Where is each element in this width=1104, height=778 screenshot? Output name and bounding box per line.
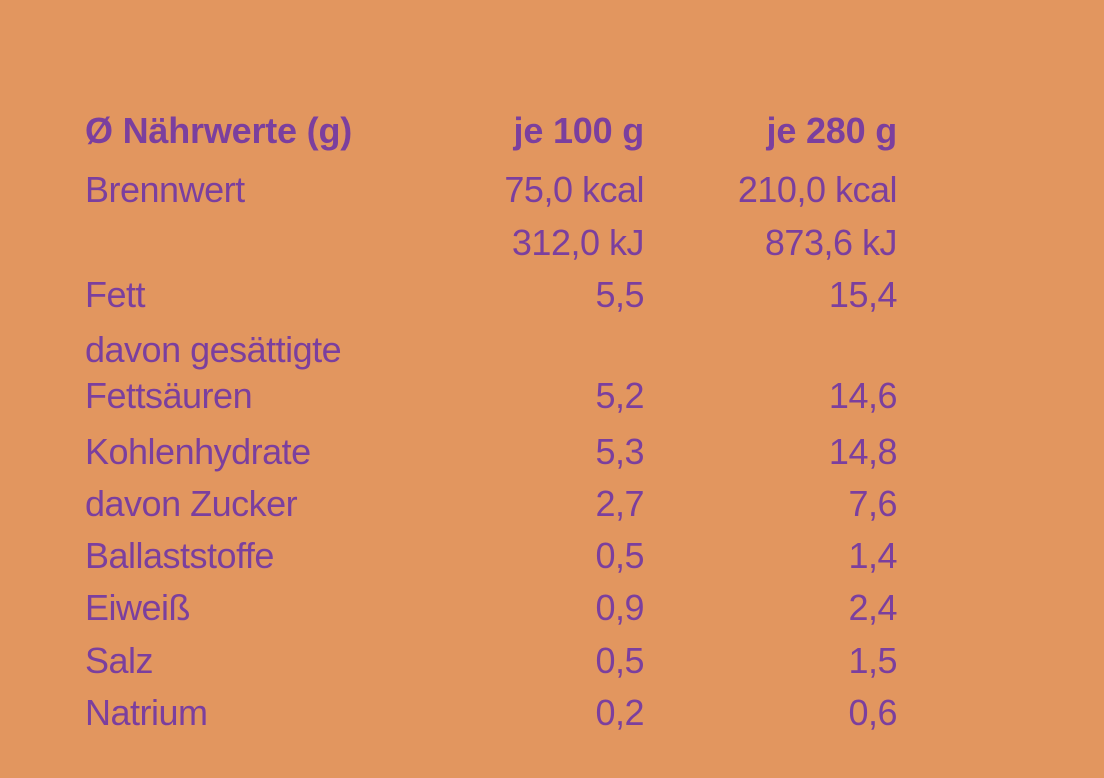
row-value-100g: 5,2 xyxy=(595,375,644,416)
row-label: Brennwert xyxy=(85,169,245,210)
table-row: davon gesättigte xyxy=(85,324,897,376)
table-row: Natrium 0,2 0,6 xyxy=(85,687,897,739)
table-row: Brennwert 75,0 kcal 210,0 kcal xyxy=(85,164,898,216)
row-label: davon Zucker xyxy=(85,483,298,524)
row-value-100g: 0,2 xyxy=(595,692,644,733)
table-row: davon Zucker 2,7 7,6 xyxy=(85,478,897,530)
row-value-100g: 5,3 xyxy=(595,431,644,472)
table-row: Eiweiß 0,9 2,4 xyxy=(85,582,897,634)
row-value-280g: 210,0 kcal xyxy=(737,169,898,210)
row-value-100g: 5,5 xyxy=(595,274,644,315)
row-label: Fett xyxy=(85,274,146,315)
row-value-100g: 2,7 xyxy=(595,483,644,524)
header-label: Ø Nährwerte (g) xyxy=(85,110,353,151)
row-value-280g: 0,6 xyxy=(848,692,897,733)
row-label: Natrium xyxy=(85,692,208,733)
table-row: Fettsäuren 5,2 14,6 xyxy=(85,370,898,422)
row-label: Kohlenhydrate xyxy=(85,431,311,472)
row-value-280g: 1,4 xyxy=(848,535,897,576)
row-value-100g: 0,9 xyxy=(595,587,644,628)
row-label: Ballaststoffe xyxy=(85,535,274,576)
row-value-280g: 7,6 xyxy=(848,483,897,524)
row-value-280g: 15,4 xyxy=(828,274,898,315)
row-value-100g: 0,5 xyxy=(595,535,644,576)
table-row: Fett 5,5 15,4 xyxy=(85,269,898,321)
row-value-280g: 2,4 xyxy=(848,587,897,628)
row-value-280g: 14,8 xyxy=(828,431,898,472)
table-row: Kohlenhydrate 5,3 14,8 xyxy=(85,426,898,478)
row-label: davon gesättigte xyxy=(85,329,342,370)
table-row: Ballaststoffe 0,5 1,4 xyxy=(85,530,897,582)
header-per-280g: je 280 g xyxy=(766,110,898,151)
row-label: Eiweiß xyxy=(85,587,191,628)
header-per-100g: je 100 g xyxy=(513,110,645,151)
table-row: 312,0 kJ 873,6 kJ xyxy=(85,217,898,269)
row-value-100g: 0,5 xyxy=(595,640,644,681)
row-value-100g: 312,0 kJ xyxy=(511,222,645,263)
table-row: Salz 0,5 1,5 xyxy=(85,635,897,687)
row-value-280g: 1,5 xyxy=(848,640,897,681)
row-label: Fettsäuren xyxy=(85,375,253,416)
table-header: Ø Nährwerte (g) je 100 g je 280 g xyxy=(85,105,897,157)
row-value-280g: 14,6 xyxy=(828,375,898,416)
row-value-280g: 873,6 kJ xyxy=(764,222,898,263)
row-value-100g: 75,0 kcal xyxy=(504,169,644,210)
row-label: Salz xyxy=(85,640,154,681)
